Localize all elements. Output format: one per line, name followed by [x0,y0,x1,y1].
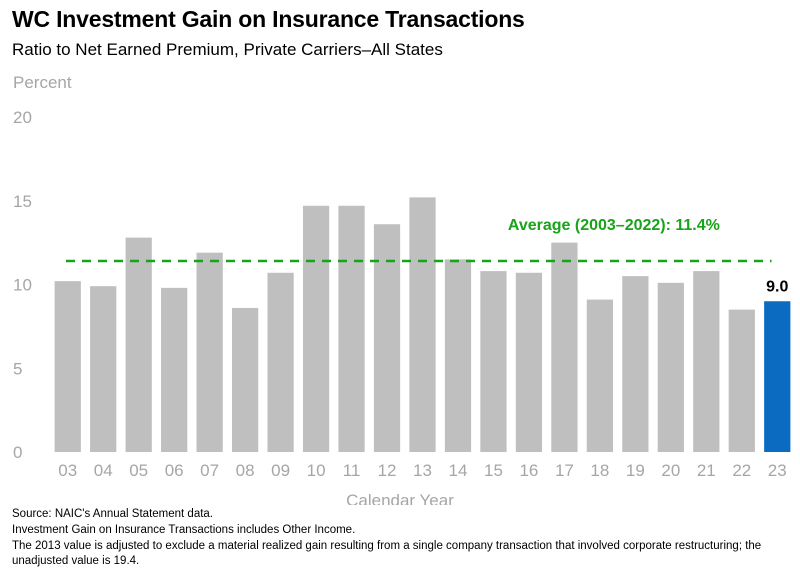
y-tick-label: 5 [13,359,22,378]
y-tick-label: 20 [13,108,32,127]
average-label: Average (2003–2022): 11.4% [508,217,720,234]
x-tick-label: 14 [449,461,468,480]
bar-11 [338,205,365,452]
x-tick-label: 12 [378,461,397,480]
bar-10 [302,205,330,452]
bar-15 [480,271,507,452]
bar-07 [196,252,223,452]
bar-13 [409,197,436,452]
x-tick-label: 17 [555,461,574,480]
y-tick-label: 0 [13,443,22,462]
bar-20 [657,282,684,452]
y-axis-label: Percent [13,73,72,92]
x-axis-label: Calendar Year [346,491,454,505]
bar-04 [90,286,117,452]
bar-21 [693,271,720,452]
y-ticks: 0 5 10 15 20 [13,108,32,462]
bar-16 [515,272,543,452]
x-ticks: 03 04 05 06 07 08 09 10 11 12 13 14 15 16 17 18 19 20 21 22… [58,461,786,480]
footnotes: Source: NAIC's Annual Statement data. In… [12,507,792,570]
bar-12 [373,224,401,452]
x-tick-label: 18 [590,461,609,480]
x-tick-label: 03 [58,461,77,480]
footnote-note-2: The 2013 value is adjusted to exclude a … [12,540,762,567]
x-tick-label: 21 [697,461,716,480]
bar-19 [622,276,649,452]
x-tick-label: 23 [768,461,787,480]
y-tick-label: 15 [13,192,32,211]
bars [54,197,791,452]
bar-23 [764,301,791,452]
bar-03 [54,281,81,452]
x-tick-label: 11 [343,461,361,480]
x-tick-label: 10 [307,461,326,480]
x-tick-label: 19 [626,461,645,480]
x-tick-label: 20 [661,461,680,480]
x-tick-label: 07 [200,461,219,480]
x-tick-label: 16 [519,461,538,480]
x-tick-label: 04 [94,461,113,480]
x-tick-label: 08 [236,461,255,480]
y-tick-label: 10 [13,276,32,295]
bar-08 [231,307,259,452]
x-tick-label: 09 [271,461,290,480]
x-tick-label: 13 [413,461,432,480]
highlight-data-label: 9.0 [766,278,788,295]
x-tick-label: 15 [484,461,503,480]
bar-14 [444,259,472,452]
chart-subtitle: Ratio to Net Earned Premium, Private Car… [12,40,443,59]
bar-18 [586,299,614,452]
x-tick-label: 22 [732,461,751,480]
bar-09 [267,272,294,452]
bar-17 [551,242,578,452]
x-tick-label: 05 [129,461,148,480]
bar-22 [728,309,755,452]
footnote-source: Source: NAIC's Annual Statement data. [12,508,214,520]
footnote-note-1: Investment Gain on Insurance Transaction… [12,524,356,536]
bar-06 [161,287,188,452]
chart-title: WC Investment Gain on Insurance Transact… [12,6,525,32]
x-tick-label: 06 [165,461,184,480]
bar-05 [125,237,152,452]
